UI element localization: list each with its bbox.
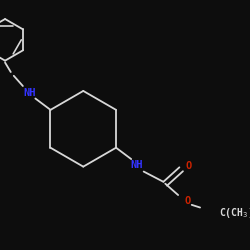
Text: NH: NH <box>24 88 36 98</box>
Text: NH: NH <box>130 160 143 170</box>
Text: O: O <box>185 196 191 206</box>
Text: C(CH$_3$)$_3$: C(CH$_3$)$_3$ <box>219 206 250 220</box>
Text: O: O <box>186 160 192 170</box>
